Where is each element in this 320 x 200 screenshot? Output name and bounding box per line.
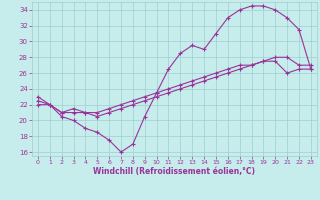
X-axis label: Windchill (Refroidissement éolien,°C): Windchill (Refroidissement éolien,°C) [93,167,255,176]
